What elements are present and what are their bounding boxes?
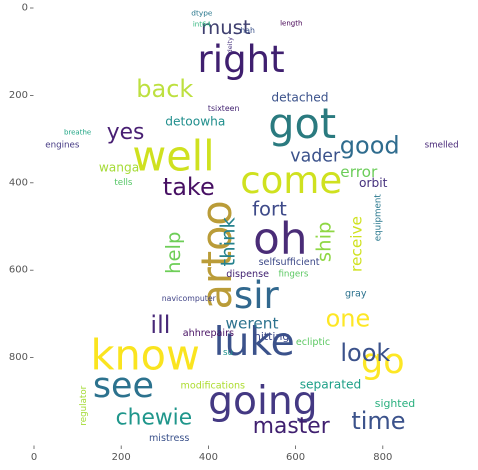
word-gray: gray <box>345 289 367 300</box>
y-tick-label: 800 <box>9 352 28 363</box>
word-master: master <box>253 414 330 439</box>
y-tick-label: 400 <box>9 177 28 188</box>
word-fort: fort <box>252 198 287 221</box>
word-receive: receive <box>348 216 366 272</box>
y-tick-label: 0 <box>22 3 28 14</box>
x-axis: 0 200 400 600 800 <box>31 445 392 463</box>
word-got: got <box>268 100 336 148</box>
word-oh: oh <box>253 215 307 265</box>
x-tick-label: 0 <box>31 452 37 463</box>
word-hitting: hitting <box>254 330 289 343</box>
word-deity: deity <box>226 37 234 53</box>
word-good: good <box>340 132 400 160</box>
word-dispense: dispense <box>226 269 269 280</box>
word-think: think <box>217 216 240 266</box>
word-vader: vader <box>290 147 341 167</box>
word-artoo: artoo <box>193 200 241 309</box>
word-go: go <box>361 342 405 382</box>
word-breathe: breathe <box>64 129 91 137</box>
y-tick-label: 200 <box>9 90 28 101</box>
word-must: must <box>201 16 251 39</box>
word-sir: sir <box>234 274 280 317</box>
word-sighted: sighted <box>375 397 415 410</box>
word-smelled: smelled <box>425 141 459 151</box>
word-know: know <box>90 331 199 379</box>
x-tick-label: 400 <box>199 452 218 463</box>
word-luke: luke <box>214 320 295 365</box>
word-tells: tells <box>114 178 133 188</box>
word-ecliptic: ecliptic <box>296 337 330 348</box>
word-orbit: orbit <box>359 176 388 190</box>
word-right: right <box>198 38 285 81</box>
word-take: take <box>163 173 215 201</box>
y-axis: 0 200 400 600 800 <box>9 3 34 363</box>
y-tick-label: 600 <box>9 265 28 276</box>
word-come: come <box>240 159 342 202</box>
word-detached: detached <box>271 91 328 105</box>
word-error: error <box>340 163 378 181</box>
x-tick-label: 200 <box>112 452 131 463</box>
word-look: look <box>340 339 390 367</box>
word-mistress: mistress <box>149 433 189 444</box>
word-su: su <box>223 348 233 358</box>
word-see: see <box>93 366 154 406</box>
word-chewie: chewie <box>116 405 193 430</box>
word-equipment: equipment <box>373 194 383 242</box>
word-help: help <box>162 232 185 274</box>
word-ill: ill <box>150 311 170 339</box>
word-detoowha: detoowha <box>165 115 225 129</box>
word-back: back <box>136 75 193 103</box>
word-going: going <box>208 379 317 424</box>
word-hah: hah <box>240 26 255 35</box>
word-engines: engines <box>45 141 80 151</box>
word-separated: separated <box>300 378 362 392</box>
word-length: length <box>280 19 302 27</box>
word-ship: ship <box>312 222 335 263</box>
word-yes: yes <box>107 120 145 145</box>
word-modifications: modifications <box>180 381 245 392</box>
word-regulator: regulator <box>79 385 89 425</box>
word-selfsufficient: selfsufficient <box>259 257 320 268</box>
word-well: well <box>132 133 214 181</box>
word-werent: werent <box>226 315 279 333</box>
word-tsixteen: tsixteen <box>208 104 240 113</box>
word-one: one <box>326 304 371 332</box>
word-wanga: wanga <box>99 161 139 175</box>
x-tick-label: 600 <box>286 452 305 463</box>
word-time: time <box>351 407 405 435</box>
x-tick-label: 800 <box>373 452 392 463</box>
word-int64: int64 <box>193 21 212 29</box>
word-navicomputer: navicomputer <box>162 294 217 303</box>
word-ahhrepairs: ahhrepairs <box>183 328 234 339</box>
word-fingers: fingers <box>278 270 308 280</box>
word-dtype: dtype <box>191 9 213 18</box>
